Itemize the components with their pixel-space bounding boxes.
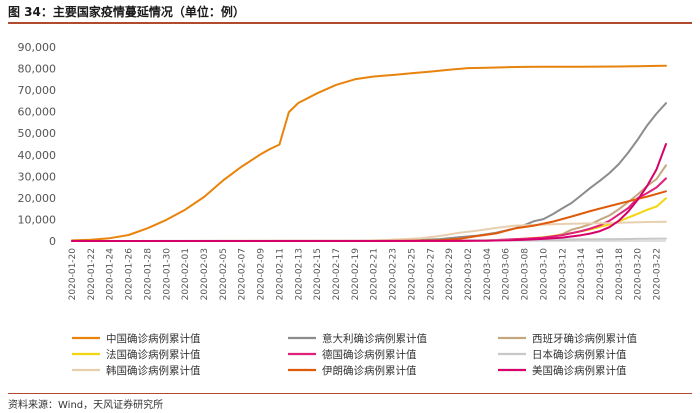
y-tick-label: 30,000 [18,170,57,183]
figure-title: 图 34：主要国家疫情蔓延情况（单位：例） [8,5,245,19]
legend-label: 韩国确诊病例累计值 [106,364,201,377]
x-tick-label: 2020-01-24 [106,248,116,301]
x-tick-label: 2020-02-09 [257,248,267,301]
x-tick-label: 2020-03-04 [483,248,493,301]
y-tick-label: 50,000 [18,127,57,140]
y-tick-label: 80,000 [18,63,57,76]
x-tick-label: 2020-01-26 [125,248,135,301]
x-tick-label: 2020-02-29 [445,248,455,301]
legend-label: 西班牙确诊病例累计值 [532,332,637,345]
source-divider [8,393,692,394]
series-line-1 [71,64,667,242]
series-line-3 [71,164,667,242]
y-tick-label: 70,000 [18,84,57,97]
x-tick-label: 2020-02-11 [275,248,285,300]
source-note: 资料来源：Wind，天风证券研究所 [8,400,164,411]
x-tick-label: 2020-03-12 [558,248,568,300]
line-chart: 0 10,000 20,000 30,000 40,000 50,000 60,000 70,… [18,41,667,377]
legend-label: 日本确诊病例累计值 [532,348,627,361]
x-tick-label: 2020-01-28 [143,248,153,301]
legend-label: 意大利确诊病例累计值 [322,332,427,345]
x-tick-label: 2020-02-27 [426,248,436,300]
x-tick-label: 2020-02-25 [407,248,417,300]
x-tick-label: 2020-02-07 [238,248,248,300]
x-tick-label: 2020-02-03 [200,248,210,300]
legend-label: 美国确诊病例累计值 [532,364,627,377]
x-tick-label: 2020-03-22 [653,248,663,300]
x-tick-label: 2020-03-16 [596,248,606,301]
y-tick-label: 40,000 [18,149,57,162]
title-divider [8,22,692,24]
x-tick-label: 2020-01-30 [162,248,172,301]
x-tick-label: 2020-03-08 [521,248,531,301]
x-tick-label: 2020-03-06 [502,248,512,301]
x-tick-label: 2020-02-15 [313,248,323,300]
series-line-9 [71,143,667,242]
x-tick-label: 2020-03-14 [577,248,587,301]
y-tick-label: 20,000 [18,192,57,205]
x-tick-label: 2020-02-13 [294,248,304,300]
x-tick-label: 2020-03-18 [615,248,625,301]
series-line-4 [71,197,667,242]
legend-label: 德国确诊病例累计值 [322,348,417,361]
legend-label: 伊朗确诊病例累计值 [322,364,417,377]
y-tick-label: 60,000 [18,106,57,119]
legend-label: 法国确诊病例累计值 [106,348,201,361]
x-tick-label: 2020-03-02 [464,248,474,300]
x-tick-label: 2020-01-22 [87,248,97,300]
y-tick-label: 10,000 [18,213,57,226]
x-tick-label: 2020-02-19 [351,248,361,301]
x-tick-label: 2020-01-20 [68,248,78,301]
x-tick-label: 2020-03-10 [539,248,549,301]
x-tick-label: 2020-02-21 [370,248,380,300]
series-line-5 [71,177,667,242]
x-tick-label: 2020-03-20 [634,248,644,301]
series-line-2 [71,102,667,242]
plot-area: 0 10,000 20,000 30,000 40,000 50,000 60,000 70,… [18,41,667,300]
y-tick-label: 0 [49,235,56,248]
x-tick-label: 2020-02-05 [219,248,229,300]
y-tick-label: 90,000 [18,41,57,54]
x-tick-label: 2020-02-01 [181,248,191,300]
legend-label: 中国确诊病例累计值 [106,332,201,345]
x-tick-label: 2020-02-23 [389,248,399,300]
x-tick-label: 2020-02-17 [332,248,342,300]
